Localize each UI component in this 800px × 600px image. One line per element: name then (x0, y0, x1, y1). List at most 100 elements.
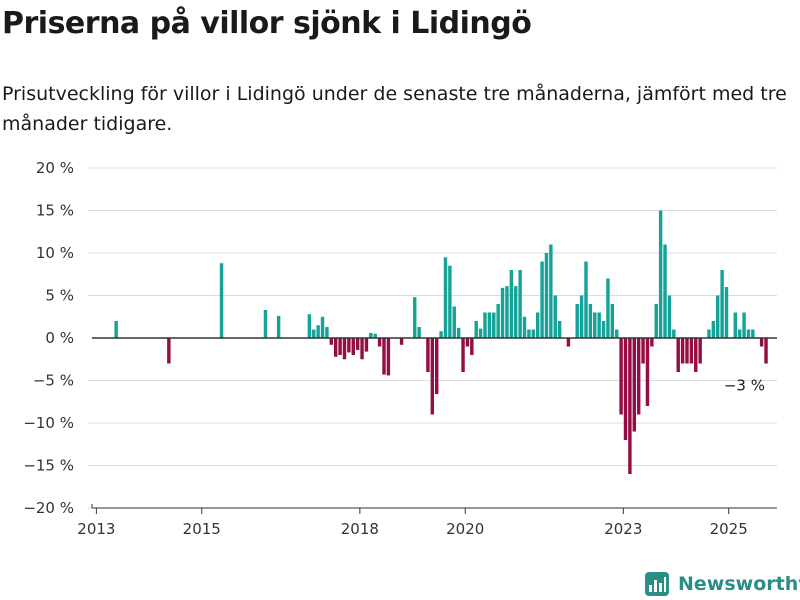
bar (478, 328, 483, 338)
bar (623, 338, 628, 440)
bar (399, 338, 404, 345)
bar (663, 244, 667, 338)
x-tick-label: 2025 (710, 520, 748, 538)
bar (338, 338, 342, 355)
bar (764, 338, 768, 364)
bar (456, 327, 461, 338)
bar (386, 338, 391, 376)
bar (654, 304, 658, 338)
bar (483, 312, 487, 338)
bar (263, 309, 268, 338)
bar (720, 270, 724, 338)
x-tick-label: 2015 (183, 520, 221, 538)
bar (527, 329, 531, 338)
bar (114, 321, 118, 338)
bar (382, 338, 386, 375)
bar (632, 338, 637, 432)
bar (610, 304, 615, 338)
y-tick-label: −20 % (23, 499, 74, 517)
bar (676, 338, 680, 372)
bar (417, 326, 421, 338)
bar (430, 338, 435, 415)
bar (641, 338, 645, 364)
x-tick-label: 2020 (446, 520, 484, 538)
bar (219, 263, 224, 338)
y-tick-label: 20 % (36, 159, 74, 177)
bar (167, 338, 171, 364)
bar (737, 329, 742, 338)
bar (509, 270, 514, 338)
bar (500, 287, 505, 338)
bar (518, 270, 522, 338)
bar (584, 261, 588, 338)
bar (742, 312, 746, 338)
chart-title: Priserna på villor sjönk i Lidingö (2, 6, 532, 41)
bar (615, 329, 619, 338)
bar (593, 312, 597, 338)
bar (579, 295, 584, 338)
bar (505, 286, 509, 338)
bar (751, 329, 755, 338)
bar (364, 338, 369, 352)
bar (694, 338, 698, 372)
bar (680, 338, 685, 364)
bar (606, 278, 610, 338)
bar (724, 287, 729, 338)
brand-name: Newsworthy (678, 573, 800, 595)
bar (733, 312, 737, 338)
y-axis-labels: −20 % −15 % −10 % −5 % 0 % 5 % 10 % 15 % 20 % (23, 159, 74, 517)
y-tick-label: −5 % (33, 372, 74, 390)
y-tick-label: 5 % (45, 287, 74, 305)
bar (535, 312, 540, 338)
bar (452, 306, 456, 338)
bar (514, 286, 518, 338)
bar (544, 253, 549, 338)
bar (496, 304, 500, 338)
bar (759, 338, 764, 347)
bar (658, 210, 663, 338)
bar (540, 261, 544, 338)
bar (707, 329, 711, 338)
bar (465, 338, 470, 347)
bars (114, 210, 768, 474)
bar (439, 331, 443, 338)
bar (716, 295, 720, 338)
bar (628, 338, 632, 474)
bar (443, 257, 448, 338)
bar (434, 338, 439, 395)
bar (566, 338, 571, 347)
x-tick-label: 2013 (77, 520, 115, 538)
bar (575, 304, 579, 338)
bar (307, 314, 312, 338)
bar (645, 338, 650, 406)
bar (351, 338, 355, 355)
bar (557, 321, 562, 338)
bar (325, 326, 329, 338)
bar (413, 297, 417, 338)
bar (355, 338, 360, 350)
x-tick-label: 2018 (341, 520, 379, 538)
bar (650, 338, 654, 347)
bar (333, 338, 338, 357)
bar (667, 295, 672, 338)
bar (369, 332, 373, 338)
y-tick-label: −15 % (23, 457, 74, 475)
bar (320, 316, 325, 338)
bar (531, 329, 536, 338)
bar (312, 329, 316, 338)
bar (698, 338, 702, 364)
bar (347, 338, 351, 353)
y-tick-label: −10 % (23, 414, 74, 432)
bar (522, 316, 527, 338)
y-tick-label: 15 % (36, 202, 74, 220)
y-tick-label: 0 % (45, 329, 74, 347)
bar (597, 312, 601, 338)
bar (470, 338, 474, 355)
bar (492, 312, 496, 338)
bar (553, 295, 557, 338)
bar (711, 321, 716, 338)
x-axis: 2013 2015 2018 2020 2023 2025 (77, 504, 777, 538)
newsworthy-logo-icon (645, 572, 669, 596)
last-value-annotation: −3 % (724, 377, 765, 395)
